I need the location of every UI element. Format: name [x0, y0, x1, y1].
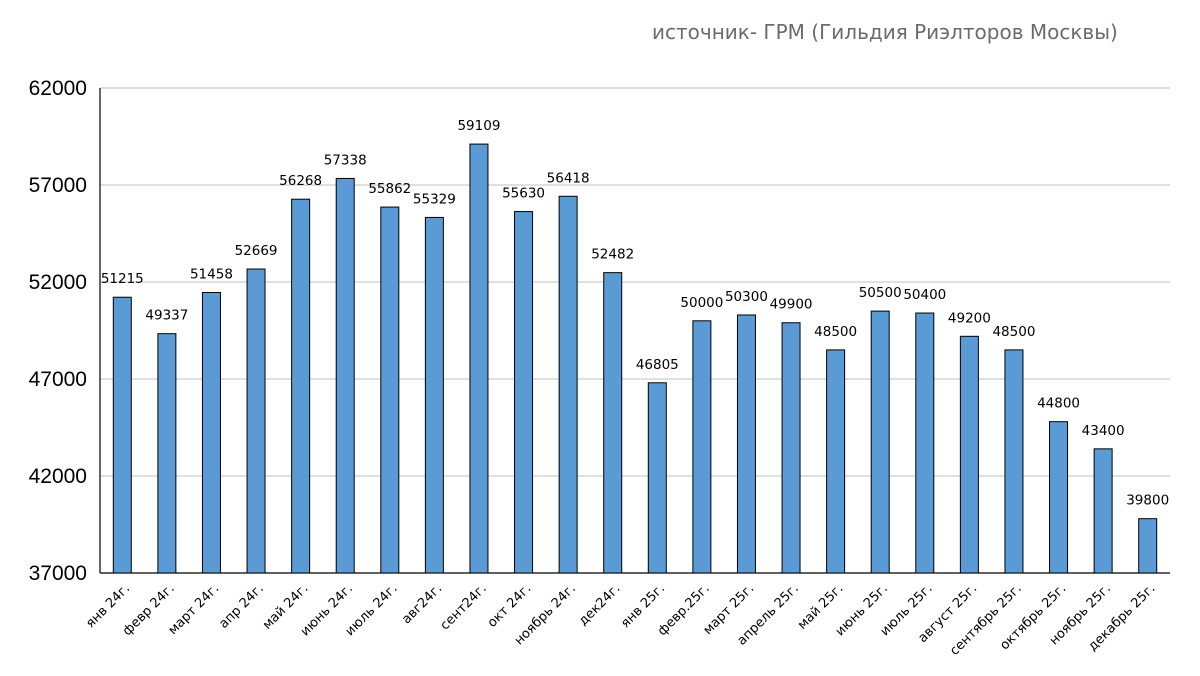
data-label: 56268 [279, 173, 322, 189]
x-tick-label: дек24г. [576, 581, 624, 629]
bar [870, 310, 890, 574]
bar [201, 292, 221, 574]
bar [469, 143, 489, 574]
bar [959, 335, 979, 574]
bar [826, 349, 846, 574]
data-label: 51458 [190, 267, 233, 283]
data-label: 46805 [636, 357, 679, 373]
y-tick-label: 62000 [29, 77, 87, 100]
data-label: 49337 [145, 308, 188, 324]
y-tick-label: 42000 [29, 465, 87, 488]
data-label: 51215 [101, 271, 144, 287]
data-label: 56418 [547, 170, 590, 186]
bar [335, 177, 355, 574]
bar [246, 268, 266, 574]
bar [514, 211, 534, 574]
bar [781, 322, 801, 574]
x-tick-label: авг24г. [399, 581, 445, 627]
data-label: 55329 [413, 191, 456, 207]
data-label: 50500 [859, 285, 902, 301]
bar [1138, 518, 1158, 574]
bar [1049, 421, 1069, 574]
data-label: 50400 [903, 287, 946, 303]
bar [692, 320, 712, 574]
data-label: 55630 [502, 186, 545, 202]
bar [424, 216, 444, 574]
data-label: 39800 [1126, 493, 1169, 509]
data-label: 48500 [992, 324, 1035, 340]
bar [291, 198, 311, 574]
data-label: 43400 [1082, 423, 1125, 439]
bar [1004, 349, 1024, 574]
bar [1093, 448, 1113, 574]
bar [603, 272, 623, 574]
source-note: источник- ГРМ (Гильдия Риэлторов Москвы) [652, 20, 1118, 44]
bar [157, 333, 177, 574]
data-label: 50000 [680, 295, 723, 311]
data-label: 59109 [457, 118, 500, 134]
bar [915, 312, 935, 574]
data-label: 52669 [235, 243, 278, 259]
bar [112, 296, 132, 574]
x-tick-label: апр 24г. [216, 581, 266, 631]
y-tick-label: 57000 [29, 174, 87, 197]
y-tick-label: 52000 [29, 271, 87, 294]
data-label: 57338 [324, 152, 367, 168]
y-tick-label: 37000 [29, 562, 87, 585]
data-label: 48500 [814, 324, 857, 340]
data-label: 55862 [368, 181, 411, 197]
data-label: 44800 [1037, 396, 1080, 412]
data-label: 50300 [725, 289, 768, 305]
data-label: 52482 [591, 247, 634, 263]
bar [558, 195, 578, 574]
bar [736, 314, 756, 574]
data-label: 49200 [948, 310, 991, 326]
bar [380, 206, 400, 574]
y-tick-label: 47000 [29, 368, 87, 391]
bar [647, 382, 667, 574]
data-label: 49900 [770, 297, 813, 313]
x-tick-label: сент24г. [438, 581, 490, 633]
